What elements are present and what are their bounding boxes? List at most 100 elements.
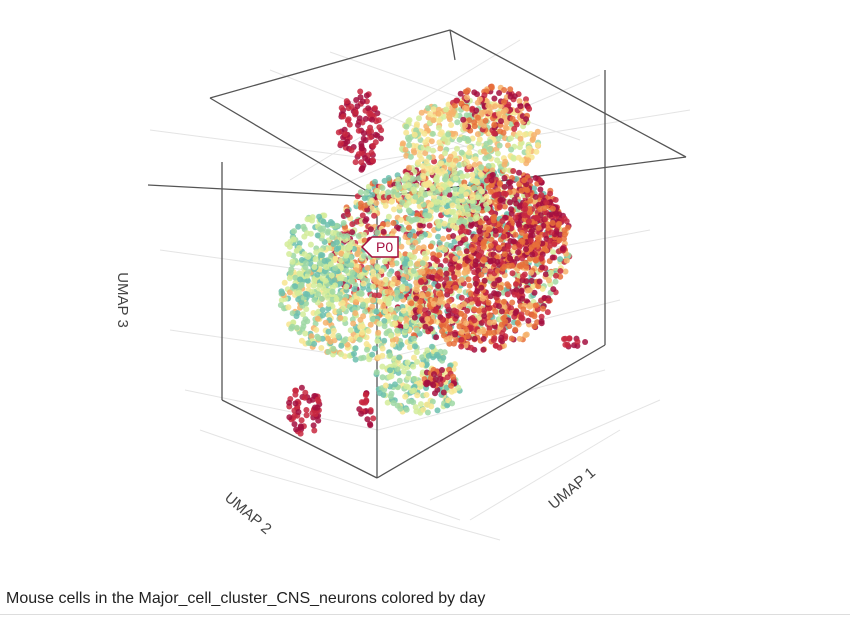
- point: [319, 312, 326, 319]
- point: [338, 250, 345, 257]
- point: [325, 328, 332, 335]
- point: [485, 226, 492, 233]
- point: [413, 349, 420, 356]
- point: [513, 281, 519, 288]
- point: [360, 301, 367, 308]
- point: [501, 99, 507, 105]
- point: [424, 347, 431, 354]
- point: [517, 135, 524, 142]
- point: [532, 302, 539, 309]
- point: [508, 146, 515, 153]
- point: [297, 424, 304, 431]
- point: [487, 293, 494, 300]
- point: [325, 348, 332, 355]
- point: [501, 251, 508, 258]
- point: [551, 241, 558, 248]
- point: [397, 316, 404, 323]
- point: [540, 305, 546, 312]
- point: [353, 97, 360, 103]
- point: [444, 303, 451, 310]
- point: [430, 106, 437, 113]
- point: [345, 105, 352, 112]
- point: [440, 389, 447, 396]
- point: [509, 115, 516, 122]
- point: [360, 130, 367, 137]
- point: [303, 412, 310, 419]
- point: [463, 94, 470, 101]
- point: [470, 203, 477, 210]
- point: [505, 243, 512, 250]
- point: [499, 196, 506, 203]
- point: [398, 341, 405, 348]
- point: [360, 280, 367, 287]
- point: [319, 307, 326, 313]
- point: [386, 328, 393, 335]
- point: [494, 191, 500, 198]
- point: [495, 244, 502, 251]
- point: [429, 130, 436, 137]
- point: [351, 350, 357, 357]
- point: [367, 321, 374, 328]
- point: [376, 292, 382, 299]
- point: [503, 224, 510, 231]
- point: [314, 404, 321, 411]
- point: [416, 308, 423, 314]
- point: [293, 247, 300, 254]
- point: [363, 189, 370, 196]
- point: [433, 206, 440, 213]
- point: [376, 320, 383, 327]
- point: [369, 191, 376, 198]
- point: [507, 179, 514, 186]
- point: [496, 204, 503, 211]
- point: [371, 276, 378, 283]
- axis-title: UMAP 3: [114, 272, 131, 328]
- point: [559, 245, 566, 252]
- point: [464, 257, 471, 264]
- point: [442, 257, 449, 264]
- point: [357, 316, 364, 323]
- point: [310, 282, 317, 289]
- point: [394, 306, 401, 312]
- point: [476, 96, 483, 103]
- point: [405, 182, 412, 189]
- point: [469, 172, 476, 178]
- point: [422, 208, 429, 215]
- point: [351, 286, 358, 293]
- point: [385, 300, 392, 307]
- point: [347, 327, 354, 334]
- point: [308, 333, 315, 340]
- point: [387, 306, 394, 313]
- point: [396, 184, 403, 191]
- point: [561, 215, 568, 222]
- point: [387, 295, 394, 301]
- point: [320, 218, 327, 225]
- point: [363, 92, 370, 99]
- point: [499, 218, 506, 224]
- point: [434, 351, 440, 358]
- point: [522, 332, 529, 339]
- point: [553, 272, 559, 279]
- point: [467, 222, 474, 229]
- point: [409, 388, 416, 395]
- point: [340, 233, 347, 240]
- point: [546, 277, 552, 284]
- point: [445, 131, 452, 138]
- point: [367, 200, 373, 206]
- point: [422, 323, 429, 330]
- point: [341, 245, 347, 252]
- point: [454, 119, 461, 126]
- point: [449, 202, 456, 209]
- point: [513, 308, 520, 315]
- point: [349, 269, 356, 276]
- point: [430, 382, 437, 389]
- point: [324, 229, 331, 236]
- point: [489, 171, 496, 178]
- point: [402, 175, 409, 182]
- point: [501, 298, 507, 305]
- point-cloud: [277, 83, 589, 437]
- point: [462, 236, 469, 243]
- point: [358, 410, 365, 417]
- point: [392, 320, 399, 327]
- point: [463, 248, 470, 255]
- point: [501, 183, 508, 190]
